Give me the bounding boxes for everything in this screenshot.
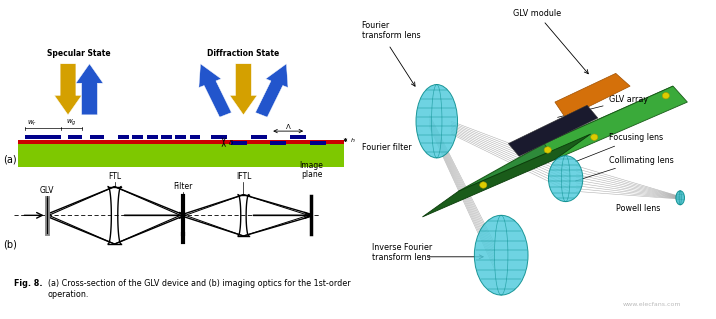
Text: $\Lambda$: $\Lambda$ <box>285 122 291 130</box>
Ellipse shape <box>548 156 583 202</box>
Circle shape <box>480 182 487 188</box>
FancyBboxPatch shape <box>231 141 247 145</box>
Text: Fourier filter: Fourier filter <box>362 143 411 152</box>
Polygon shape <box>458 86 673 191</box>
FancyBboxPatch shape <box>211 135 228 139</box>
Text: Powell lens: Powell lens <box>616 204 660 212</box>
Text: (a): (a) <box>4 155 17 165</box>
FancyBboxPatch shape <box>310 141 326 145</box>
Polygon shape <box>76 64 103 115</box>
FancyBboxPatch shape <box>175 135 186 139</box>
FancyBboxPatch shape <box>190 135 200 139</box>
Text: GLV: GLV <box>39 186 54 195</box>
Text: (a) Cross-section of the GLV device and (b) imaging optics for the 1st-order
ope: (a) Cross-section of the GLV device and … <box>47 279 350 299</box>
Polygon shape <box>544 86 687 160</box>
FancyBboxPatch shape <box>68 135 82 139</box>
FancyBboxPatch shape <box>25 135 61 139</box>
Polygon shape <box>54 64 82 115</box>
FancyBboxPatch shape <box>18 140 344 144</box>
FancyBboxPatch shape <box>18 140 344 167</box>
Ellipse shape <box>676 191 684 205</box>
FancyBboxPatch shape <box>271 141 286 145</box>
FancyBboxPatch shape <box>118 135 129 139</box>
FancyBboxPatch shape <box>161 135 172 139</box>
Text: Fig. 8.: Fig. 8. <box>14 279 43 288</box>
Text: Diffraction State: Diffraction State <box>208 49 279 58</box>
Ellipse shape <box>416 85 458 158</box>
FancyBboxPatch shape <box>132 135 143 139</box>
FancyBboxPatch shape <box>90 135 104 139</box>
Text: (b): (b) <box>4 239 17 249</box>
Text: $h$: $h$ <box>350 136 355 144</box>
Text: www.elecfans.com: www.elecfans.com <box>622 302 681 307</box>
FancyBboxPatch shape <box>251 135 266 139</box>
Text: $\delta$: $\delta$ <box>228 138 234 147</box>
FancyBboxPatch shape <box>290 135 306 139</box>
Text: GLV module: GLV module <box>513 9 589 74</box>
Circle shape <box>544 147 551 153</box>
Polygon shape <box>422 134 591 217</box>
Text: Collimating lens: Collimating lens <box>576 156 673 181</box>
Circle shape <box>591 134 598 140</box>
Text: FTL: FTL <box>108 172 121 181</box>
Text: IFTL: IFTL <box>236 172 251 181</box>
FancyBboxPatch shape <box>147 135 158 139</box>
Polygon shape <box>230 64 257 115</box>
Polygon shape <box>508 105 598 156</box>
Polygon shape <box>555 73 630 118</box>
Ellipse shape <box>475 215 528 295</box>
Text: Filter: Filter <box>173 182 193 191</box>
Text: $w_g$: $w_g$ <box>67 118 77 128</box>
Text: $w_r$: $w_r$ <box>27 119 37 128</box>
Circle shape <box>662 93 669 99</box>
Polygon shape <box>256 64 288 117</box>
Text: Image
plane: Image plane <box>299 160 324 179</box>
Text: Fourier
transform lens: Fourier transform lens <box>362 21 420 40</box>
Text: Inverse Fourier
transform lens: Inverse Fourier transform lens <box>372 242 432 262</box>
Text: GLV array: GLV array <box>558 95 648 117</box>
Text: Focusing lens: Focusing lens <box>576 133 663 162</box>
Polygon shape <box>199 64 231 117</box>
Text: Specular State: Specular State <box>47 49 110 58</box>
